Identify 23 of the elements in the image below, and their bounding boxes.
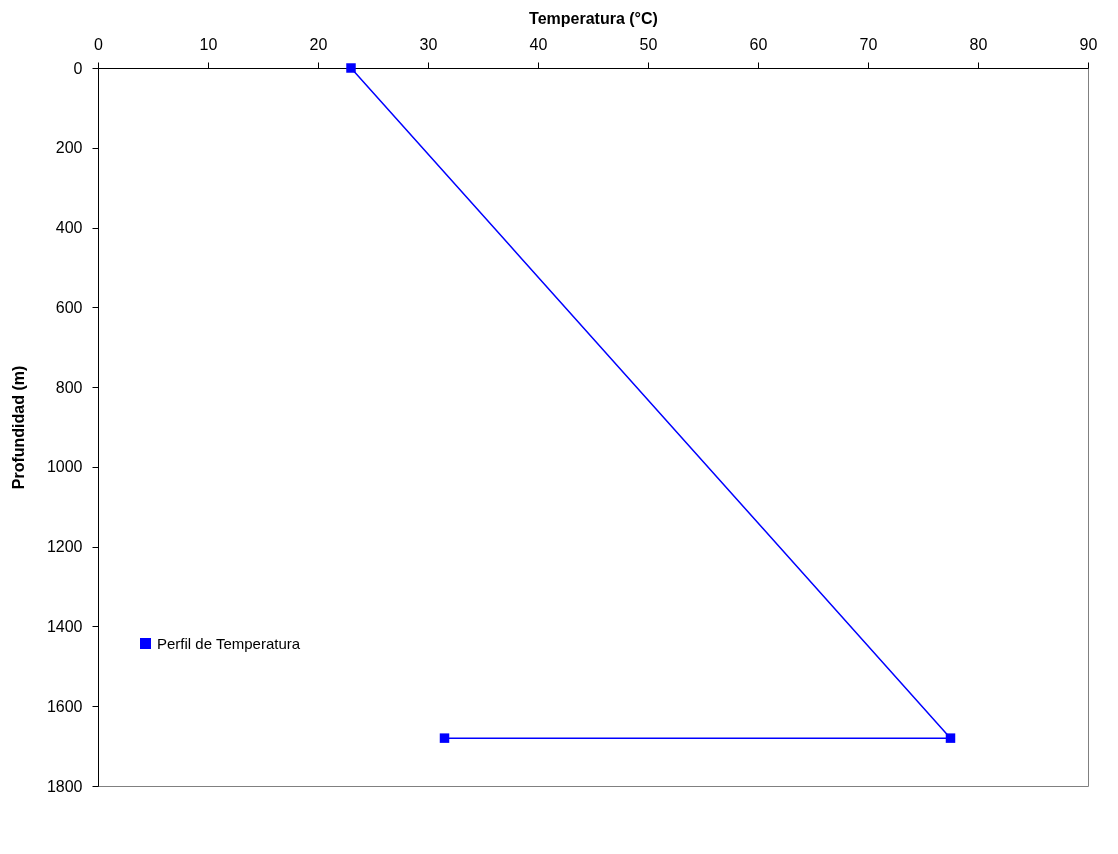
y-tick-label: 1600 (46, 697, 83, 715)
y-tick-label: 1800 (46, 777, 83, 795)
x-tick-label: 40 (529, 35, 548, 53)
x-tick-label: 10 (199, 35, 218, 53)
y-tick-label: 1400 (46, 617, 83, 635)
y-tick-label: 1000 (46, 458, 83, 476)
y-tick-label: 600 (55, 298, 83, 316)
x-tick-label: 60 (749, 35, 768, 53)
y-tick-label: 200 (55, 139, 83, 157)
y-tick-label: 400 (55, 219, 83, 237)
y-axis-title: Profundidad (m) (9, 365, 27, 490)
x-tick-label: 20 (309, 35, 328, 53)
x-tick-label: 90 (1079, 35, 1098, 53)
y-tick-label: 1200 (46, 538, 83, 556)
legend-label: Perfil de Temperatura (157, 634, 301, 652)
x-tick-label: 50 (639, 35, 658, 53)
x-tick-label: 80 (969, 35, 988, 53)
x-tick-label: 0 (94, 35, 104, 53)
x-axis-title: Temperatura (°C) (529, 9, 658, 27)
x-tick-label: 30 (419, 35, 438, 53)
x-tick-label: 70 (859, 35, 878, 53)
y-tick-label: 800 (55, 378, 83, 396)
y-tick-label: 0 (73, 59, 83, 77)
